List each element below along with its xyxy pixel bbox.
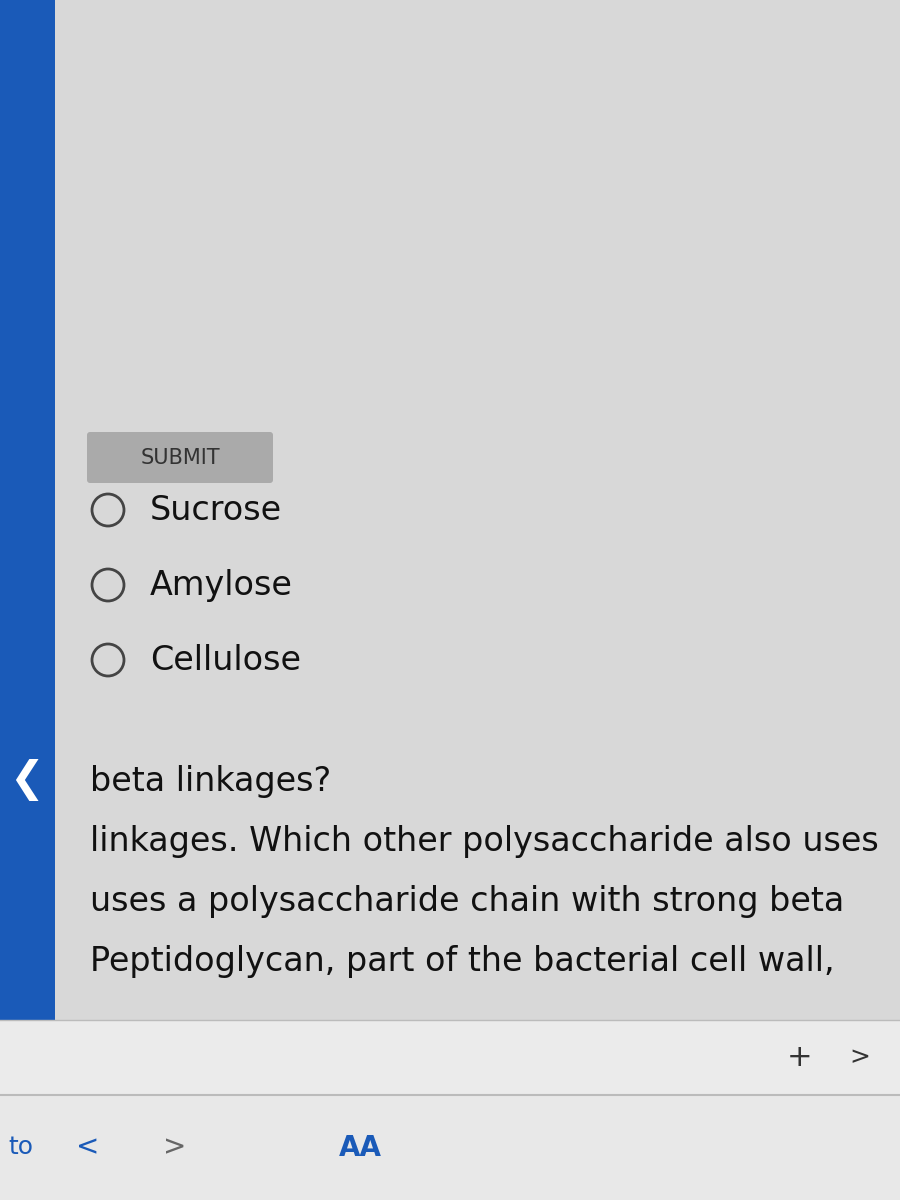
Text: AA: AA: [338, 1134, 382, 1162]
FancyBboxPatch shape: [0, 1094, 900, 1200]
Text: >: >: [163, 1134, 186, 1162]
Text: Amylose: Amylose: [150, 569, 292, 601]
FancyBboxPatch shape: [0, 1020, 900, 1094]
Text: Sucrose: Sucrose: [150, 493, 282, 527]
Text: Peptidoglycan, part of the bacterial cell wall,: Peptidoglycan, part of the bacterial cel…: [90, 946, 834, 978]
Text: >: >: [850, 1045, 870, 1069]
Text: to: to: [8, 1135, 33, 1159]
Text: linkages. Which other polysaccharide also uses: linkages. Which other polysaccharide als…: [90, 826, 878, 858]
Text: beta linkages?: beta linkages?: [90, 766, 331, 798]
Text: +: +: [788, 1043, 813, 1072]
FancyBboxPatch shape: [0, 0, 55, 1020]
Text: uses a polysaccharide chain with strong beta: uses a polysaccharide chain with strong …: [90, 886, 844, 918]
Text: SUBMIT: SUBMIT: [140, 448, 220, 468]
Text: <: <: [76, 1134, 100, 1162]
Text: ❮: ❮: [10, 758, 44, 802]
Text: Cellulose: Cellulose: [150, 643, 301, 677]
FancyBboxPatch shape: [87, 432, 273, 482]
